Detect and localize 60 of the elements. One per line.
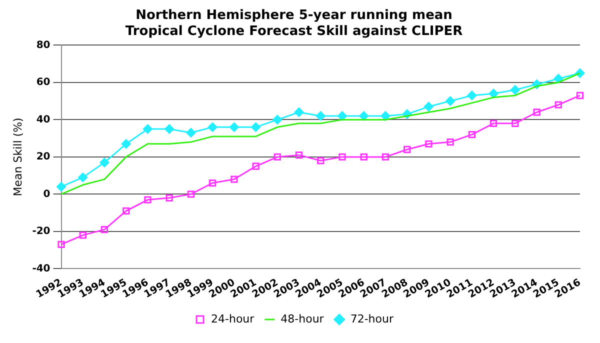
point xyxy=(337,111,347,121)
point xyxy=(425,140,432,148)
point xyxy=(382,153,390,161)
y-tick-label: 40 xyxy=(36,114,50,126)
point xyxy=(100,226,108,234)
legend-label: 24-hour xyxy=(211,312,255,326)
point xyxy=(404,146,411,154)
point xyxy=(338,153,346,161)
y-tick-label: 60 xyxy=(36,77,50,88)
point xyxy=(144,196,152,204)
point xyxy=(316,111,326,121)
point xyxy=(186,128,196,138)
point xyxy=(251,122,261,132)
point xyxy=(360,153,368,161)
point xyxy=(510,85,520,95)
chart-title: Northern Hemisphere 5-year running mean xyxy=(136,8,452,24)
point xyxy=(100,158,110,168)
legend-label: 72-hour xyxy=(350,312,394,326)
point xyxy=(488,88,498,98)
point xyxy=(554,101,562,108)
point xyxy=(252,162,260,170)
point xyxy=(121,139,131,149)
point xyxy=(229,122,239,132)
y-tick-label: -40 xyxy=(32,263,50,274)
point xyxy=(317,157,324,164)
point xyxy=(576,92,584,100)
point xyxy=(208,122,218,132)
point xyxy=(272,114,282,124)
point xyxy=(164,124,174,134)
point xyxy=(187,190,195,198)
point xyxy=(79,232,86,239)
legend-label: 48-hour xyxy=(280,312,324,326)
point xyxy=(78,172,88,182)
point xyxy=(467,90,477,100)
point xyxy=(490,120,498,127)
y-tick-label: 80 xyxy=(36,40,50,51)
point xyxy=(554,74,564,84)
point xyxy=(294,108,304,117)
point xyxy=(230,176,238,183)
point xyxy=(58,240,65,248)
point xyxy=(295,152,303,159)
point xyxy=(359,111,369,121)
y-tick-label: -20 xyxy=(32,226,50,238)
point xyxy=(512,120,519,127)
point xyxy=(533,108,540,116)
point xyxy=(142,124,152,134)
point xyxy=(122,207,130,215)
point xyxy=(208,179,216,187)
point xyxy=(56,182,66,192)
point xyxy=(424,102,434,112)
chart-subtitle: Tropical Cyclone Forecast Skill against CLIPER xyxy=(125,24,463,39)
point xyxy=(166,194,173,202)
point xyxy=(274,153,281,161)
point xyxy=(468,131,476,138)
point xyxy=(380,111,390,121)
y-tick-label: 0 xyxy=(43,188,50,200)
point xyxy=(446,96,456,106)
y-axis-title: Mean Skill (%) xyxy=(11,118,24,196)
point xyxy=(446,138,454,146)
y-tick-label: 20 xyxy=(36,152,50,163)
